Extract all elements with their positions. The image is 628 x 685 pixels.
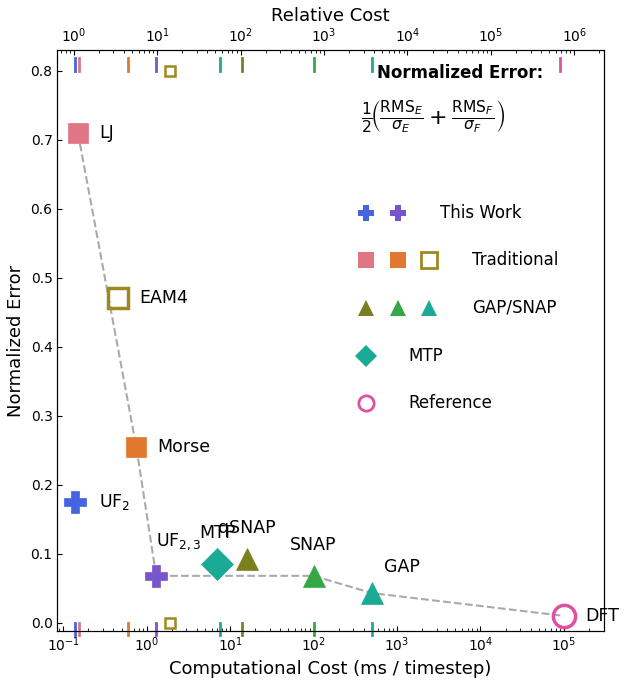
Text: Normalized Error:: Normalized Error: [377,64,543,82]
Text: Reference: Reference [409,395,492,412]
Text: $\frac{1}{2}\!\left(\frac{\mathrm{RMS}_E}{\sigma_E} + \frac{\mathrm{RMS}_F}{\sig: $\frac{1}{2}\!\left(\frac{\mathrm{RMS}_E… [360,99,505,136]
X-axis label: Relative Cost: Relative Cost [271,7,390,25]
Text: LJ: LJ [99,124,114,142]
Text: MTP: MTP [409,347,443,364]
Text: MTP: MTP [199,524,236,542]
Text: qSNAP: qSNAP [219,519,276,537]
Text: SNAP: SNAP [290,536,337,553]
Text: GAP/SNAP: GAP/SNAP [472,299,556,317]
Text: This Work: This Work [440,203,522,222]
Text: Traditional: Traditional [472,251,558,269]
Text: UF$_2$: UF$_2$ [99,492,130,512]
Text: GAP: GAP [384,558,420,576]
Text: UF$_{2,3}$: UF$_{2,3}$ [156,531,202,551]
Text: Morse: Morse [158,438,210,456]
X-axis label: Computational Cost (ms / timestep): Computational Cost (ms / timestep) [170,660,492,678]
Y-axis label: Normalized Error: Normalized Error [7,264,25,416]
Text: EAM4: EAM4 [139,289,188,308]
Text: DFT: DFT [585,607,619,625]
